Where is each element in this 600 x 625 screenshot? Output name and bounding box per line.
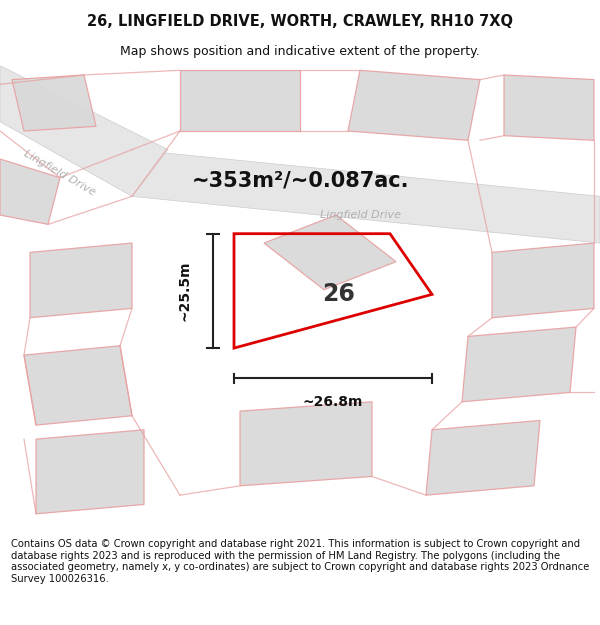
Polygon shape <box>0 66 168 196</box>
Text: 26, LINGFIELD DRIVE, WORTH, CRAWLEY, RH10 7XQ: 26, LINGFIELD DRIVE, WORTH, CRAWLEY, RH1… <box>87 14 513 29</box>
Text: ~26.8m: ~26.8m <box>303 395 363 409</box>
Polygon shape <box>36 430 144 514</box>
Polygon shape <box>24 346 132 425</box>
Polygon shape <box>0 159 60 224</box>
Text: ~25.5m: ~25.5m <box>177 261 191 321</box>
Text: ~353m²/~0.087ac.: ~353m²/~0.087ac. <box>191 170 409 190</box>
Polygon shape <box>492 243 594 318</box>
Polygon shape <box>264 215 396 290</box>
Polygon shape <box>348 70 480 141</box>
Polygon shape <box>504 75 594 141</box>
Text: Map shows position and indicative extent of the property.: Map shows position and indicative extent… <box>120 45 480 58</box>
Polygon shape <box>180 70 300 131</box>
Polygon shape <box>12 75 96 131</box>
Text: Lingfield Drive: Lingfield Drive <box>22 148 98 198</box>
Polygon shape <box>426 421 540 495</box>
Polygon shape <box>132 149 600 243</box>
Text: Contains OS data © Crown copyright and database right 2021. This information is : Contains OS data © Crown copyright and d… <box>11 539 589 584</box>
Text: 26: 26 <box>323 282 355 306</box>
Polygon shape <box>240 402 372 486</box>
Polygon shape <box>30 243 132 318</box>
Polygon shape <box>462 327 576 402</box>
Text: Lingfield Drive: Lingfield Drive <box>320 210 401 220</box>
